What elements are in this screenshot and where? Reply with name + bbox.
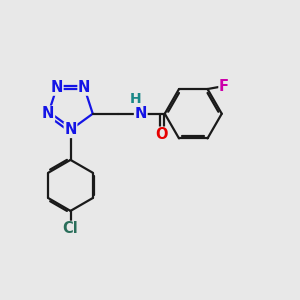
Text: Cl: Cl <box>63 221 78 236</box>
Text: N: N <box>135 106 147 121</box>
Text: N: N <box>51 80 63 95</box>
Text: O: O <box>155 127 168 142</box>
Text: N: N <box>42 106 54 121</box>
Text: H: H <box>130 92 141 106</box>
Text: N: N <box>78 80 90 95</box>
Text: F: F <box>219 79 229 94</box>
Text: N: N <box>64 122 77 137</box>
